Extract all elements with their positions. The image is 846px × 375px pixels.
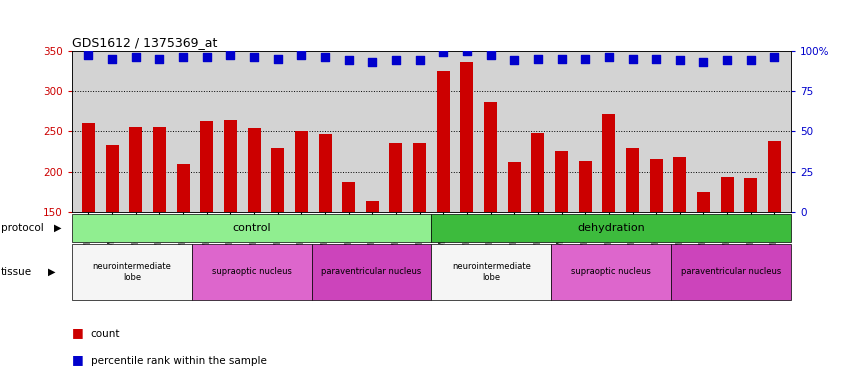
- Point: [413, 57, 426, 63]
- Bar: [365, 201, 379, 212]
- Bar: [413, 143, 426, 212]
- Point: [460, 48, 474, 54]
- Text: neurointermediate
lobe: neurointermediate lobe: [92, 262, 171, 282]
- Point: [129, 54, 142, 60]
- Bar: [248, 128, 261, 212]
- Text: dehydration: dehydration: [577, 223, 645, 233]
- Text: control: control: [233, 223, 271, 233]
- Bar: [673, 157, 686, 212]
- Bar: [272, 148, 284, 212]
- Bar: [129, 127, 142, 212]
- Bar: [431, 244, 552, 300]
- Point: [508, 57, 521, 63]
- Point: [176, 54, 190, 60]
- Bar: [153, 127, 166, 212]
- Bar: [552, 244, 671, 300]
- Point: [247, 54, 261, 60]
- Text: supraoptic nucleus: supraoptic nucleus: [212, 267, 292, 276]
- Bar: [671, 244, 791, 300]
- Text: count: count: [91, 329, 120, 339]
- Bar: [650, 159, 662, 212]
- Bar: [72, 244, 192, 300]
- Point: [721, 57, 734, 63]
- Bar: [224, 120, 237, 212]
- Text: paraventricular nucleus: paraventricular nucleus: [681, 267, 781, 276]
- Bar: [318, 135, 332, 212]
- Point: [744, 57, 757, 63]
- Bar: [508, 162, 521, 212]
- Point: [294, 53, 308, 58]
- Point: [365, 59, 379, 65]
- Point: [223, 53, 237, 58]
- Text: supraoptic nucleus: supraoptic nucleus: [571, 267, 651, 276]
- Bar: [437, 71, 450, 212]
- Point: [342, 57, 355, 63]
- Point: [602, 54, 616, 60]
- Point: [697, 59, 711, 65]
- Text: protocol: protocol: [1, 223, 44, 233]
- Point: [318, 54, 332, 60]
- Bar: [82, 123, 95, 212]
- Bar: [460, 62, 474, 212]
- Bar: [697, 192, 710, 212]
- Bar: [431, 214, 791, 242]
- Text: ▶: ▶: [54, 223, 62, 233]
- Bar: [531, 133, 545, 212]
- Bar: [106, 145, 118, 212]
- Bar: [295, 131, 308, 212]
- Point: [650, 56, 663, 62]
- Bar: [602, 114, 615, 212]
- Bar: [555, 151, 568, 212]
- Bar: [192, 244, 311, 300]
- Text: tissue: tissue: [1, 267, 32, 277]
- Bar: [201, 121, 213, 212]
- Point: [767, 54, 781, 60]
- Text: percentile rank within the sample: percentile rank within the sample: [91, 356, 266, 366]
- Point: [82, 53, 96, 58]
- Point: [626, 56, 640, 62]
- Bar: [721, 177, 733, 212]
- Text: ▶: ▶: [48, 267, 56, 277]
- Bar: [579, 161, 591, 212]
- Point: [389, 57, 403, 63]
- Bar: [342, 182, 355, 212]
- Text: ■: ■: [72, 326, 84, 339]
- Point: [555, 56, 569, 62]
- Bar: [311, 244, 431, 300]
- Point: [579, 56, 592, 62]
- Point: [271, 56, 284, 62]
- Text: neurointermediate
lobe: neurointermediate lobe: [452, 262, 530, 282]
- Point: [484, 53, 497, 58]
- Point: [673, 57, 687, 63]
- Point: [437, 49, 450, 55]
- Bar: [72, 214, 431, 242]
- Text: GDS1612 / 1375369_at: GDS1612 / 1375369_at: [72, 36, 217, 49]
- Bar: [768, 141, 781, 212]
- Bar: [484, 102, 497, 212]
- Bar: [177, 164, 190, 212]
- Point: [200, 54, 213, 60]
- Point: [531, 56, 545, 62]
- Text: paraventricular nucleus: paraventricular nucleus: [321, 267, 421, 276]
- Bar: [389, 143, 403, 212]
- Bar: [626, 148, 639, 212]
- Text: ■: ■: [72, 352, 84, 366]
- Point: [152, 56, 166, 62]
- Bar: [744, 178, 757, 212]
- Point: [106, 56, 119, 62]
